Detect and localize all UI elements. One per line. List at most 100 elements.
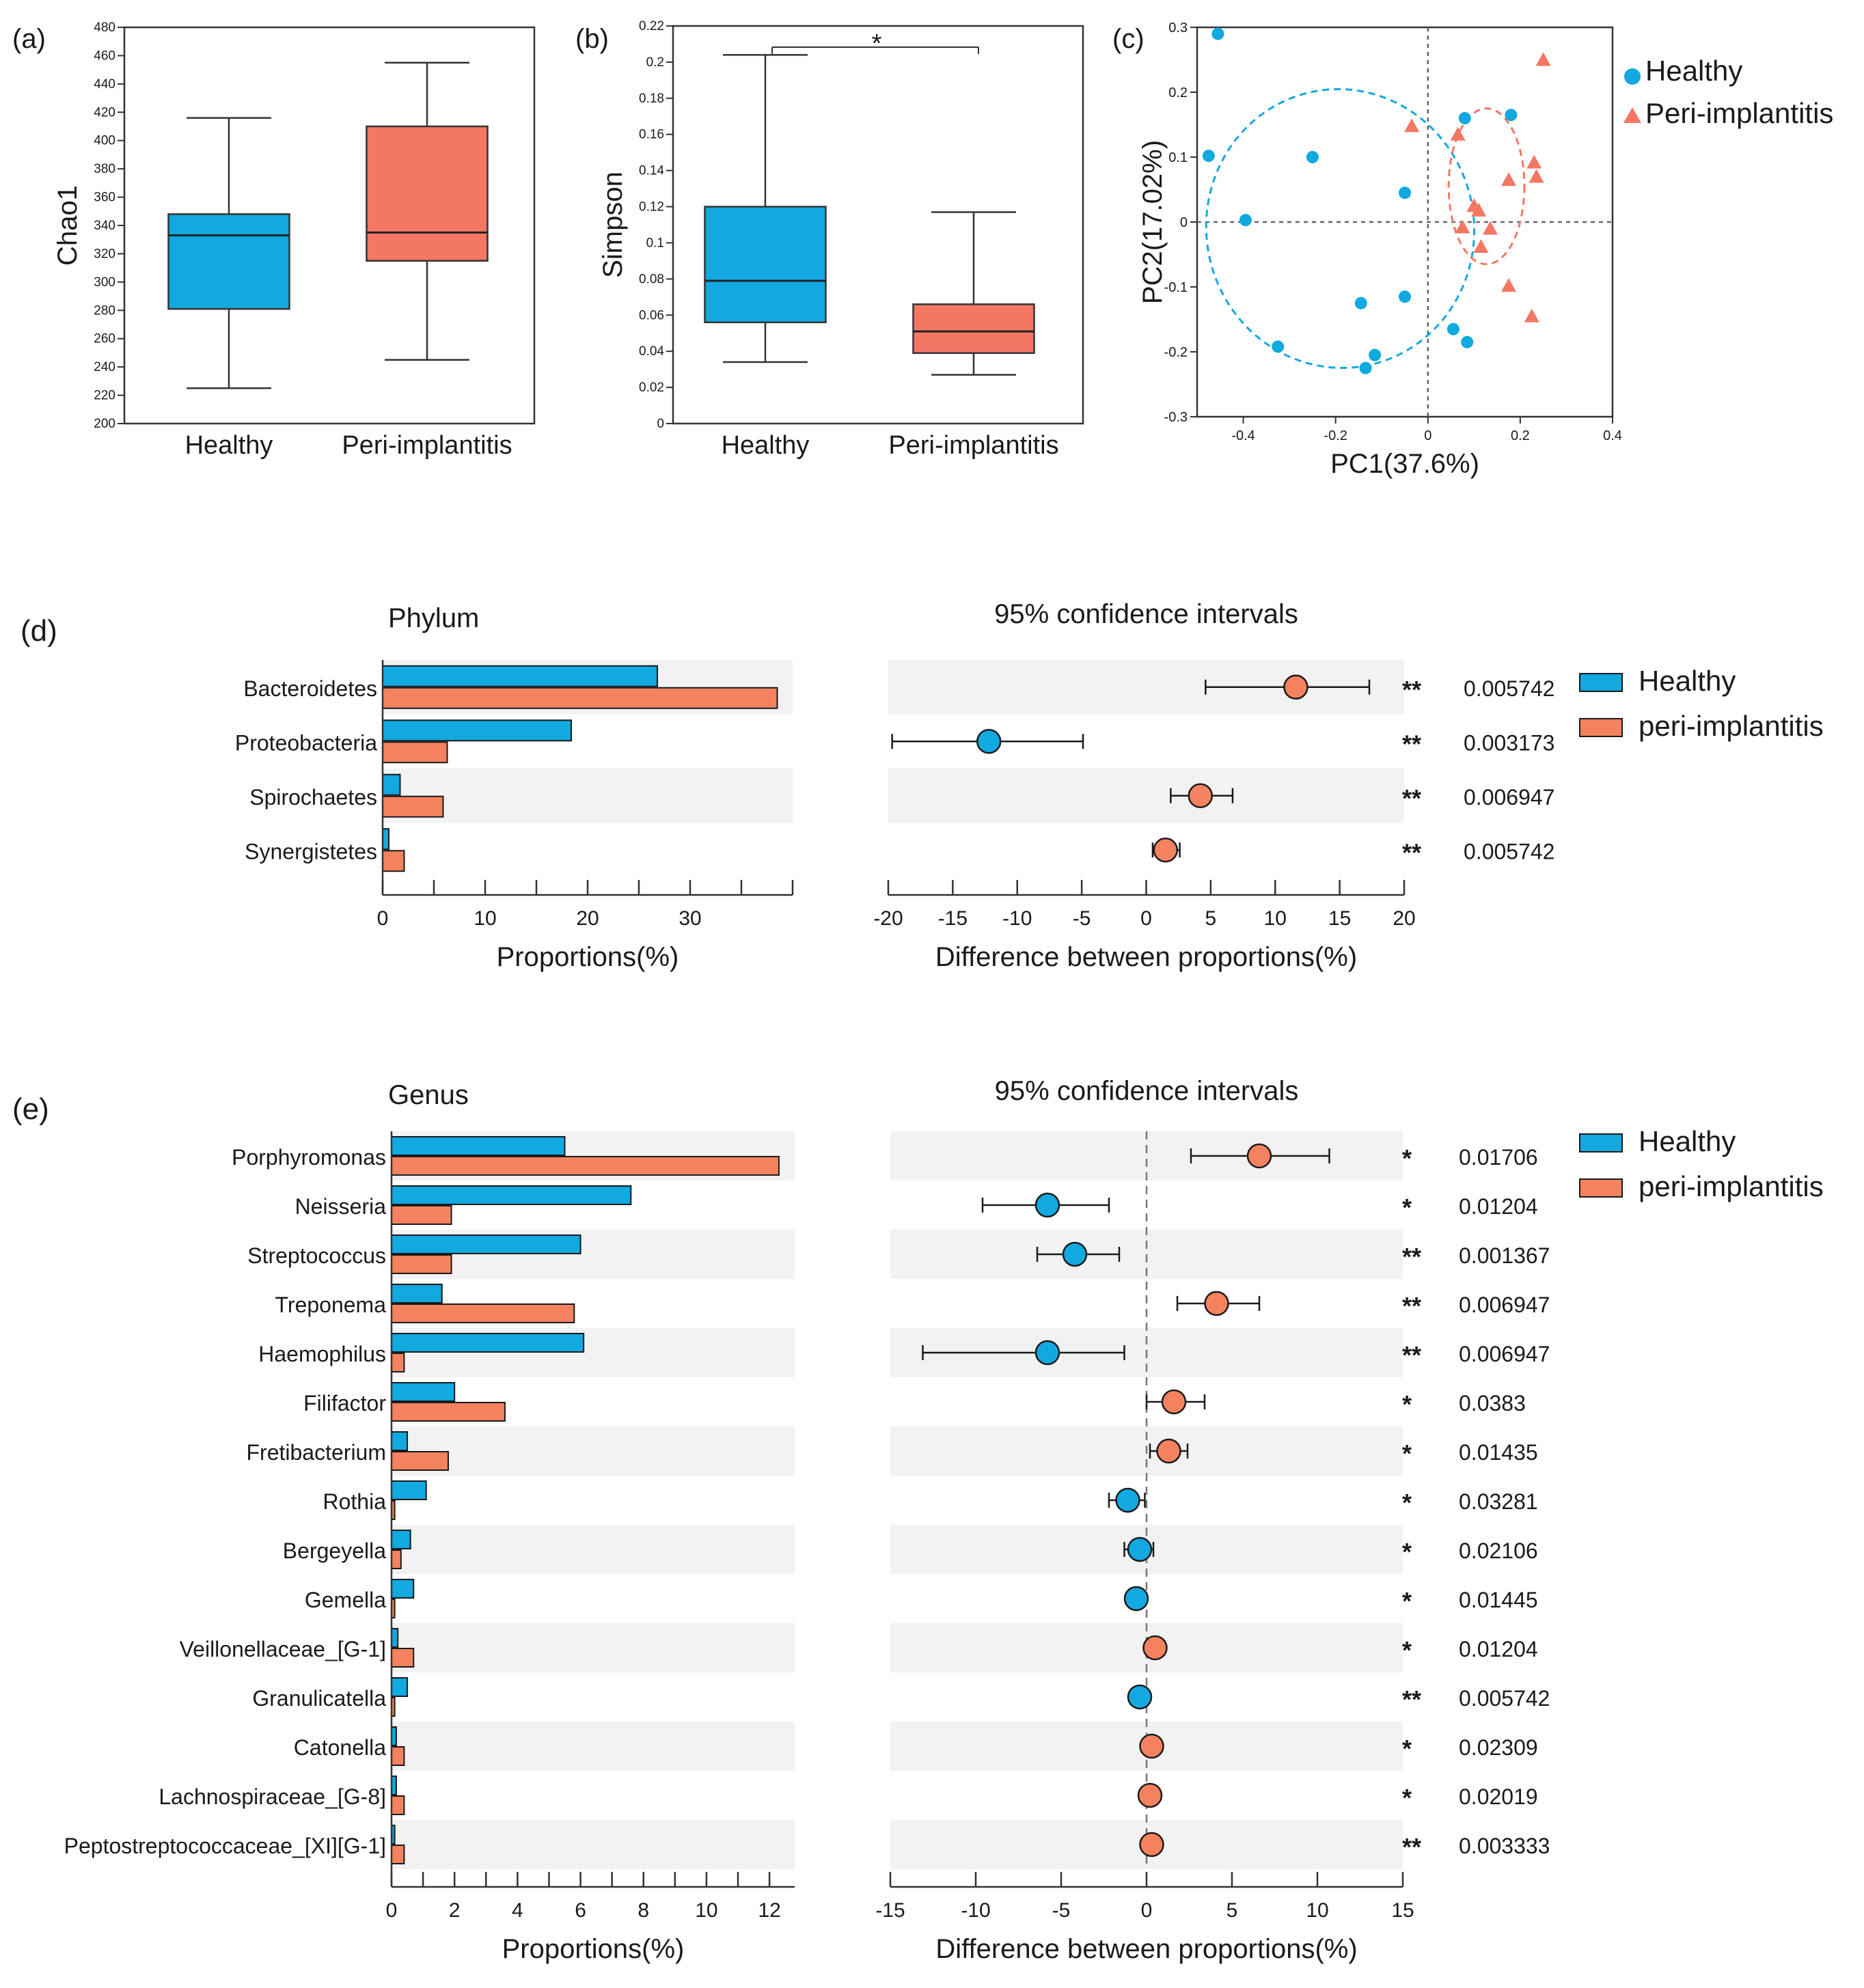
row-Synergistetes: Synergistetes ** 0.005742 <box>245 828 1554 872</box>
x-tick-label-right: -10 <box>1002 907 1032 930</box>
y-tick-label: 400 <box>94 134 115 148</box>
difference-point <box>1115 1487 1140 1513</box>
difference-point <box>1246 1143 1272 1169</box>
row-Peptostreptococcaceae_[XI][G-1]: Peptostreptococcaceae_[XI][G-1] ** 0.00333… <box>64 1825 1550 1864</box>
point-peri-implantitis <box>1471 202 1487 217</box>
row-Fretibacterium: Fretibacterium * 0.01435 <box>247 1431 1538 1471</box>
point-peri-implantitis <box>1529 169 1544 183</box>
bar-healthy <box>391 1185 632 1205</box>
significance-stars: * <box>1402 1587 1412 1615</box>
point-peri-implantitis <box>1501 172 1516 187</box>
x-category-label: Peri-implantitis <box>342 431 512 460</box>
y-tick-label: 0.06 <box>639 308 664 322</box>
y-tick-label: 280 <box>94 303 115 318</box>
row-Catonella: Catonella * 0.02309 <box>294 1726 1538 1766</box>
bar-healthy <box>391 1579 415 1599</box>
panel-label: (a) <box>12 24 46 54</box>
difference-point <box>1283 674 1308 700</box>
bar-healthy <box>391 1136 566 1156</box>
legend-swatch-peri-implantitis <box>1579 1178 1623 1198</box>
y-tick-label: 0.1 <box>1168 150 1188 165</box>
panel-label: (e) <box>12 1092 49 1126</box>
row-Proteobacteria: Proteobacteria ** 0.003173 <box>235 719 1554 764</box>
point-healthy <box>1399 290 1411 303</box>
y-tick-label: 0.2 <box>1168 85 1188 100</box>
x-tick-label-right: 15 <box>1328 907 1351 930</box>
y-tick-label: 260 <box>94 332 115 346</box>
bar-healthy <box>382 828 389 851</box>
row-Bacteroidetes: Bacteroidetes ** 0.005742 <box>243 665 1554 709</box>
legend-label-healthy: Healthy <box>1639 1125 1736 1157</box>
y-tick-label: 240 <box>94 360 115 374</box>
y-axis-label: Simpson <box>598 171 628 278</box>
point-peri-implantitis <box>1482 221 1498 235</box>
point-peri-implantitis <box>1524 308 1539 322</box>
x-axis-label-right: Difference between proportions(%) <box>935 1934 1357 1964</box>
bar-healthy <box>391 1480 427 1500</box>
y-tick-label: 220 <box>94 389 115 403</box>
x-axis-label-left: Proportions(%) <box>497 942 679 972</box>
point-healthy <box>1202 150 1215 163</box>
y-axis-label: Chao1 <box>53 185 83 266</box>
point-healthy <box>1272 340 1285 353</box>
box-iqr <box>366 125 489 262</box>
y-tick-label: 0.16 <box>639 128 664 142</box>
point-healthy <box>1458 112 1471 124</box>
p-value: 0.02309 <box>1459 1735 1538 1760</box>
point-healthy <box>1461 335 1474 348</box>
extended-error-bar-e: (e) Genus 95% confidence intervals Porphyro… <box>12 1076 1824 1964</box>
p-value: 0.006947 <box>1459 1293 1550 1317</box>
x-tick-label-right: -20 <box>873 907 903 930</box>
taxon-label: Bergeyella <box>283 1538 386 1563</box>
y-tick-label: -0.1 <box>1164 280 1188 295</box>
bar-healthy <box>391 1234 581 1254</box>
x-tick-label-left: 2 <box>449 1899 461 1922</box>
difference-point <box>1204 1290 1229 1316</box>
box-iqr <box>167 213 290 310</box>
point-healthy <box>1354 296 1367 309</box>
difference-point <box>1139 1733 1164 1759</box>
x-tick-label-right: -5 <box>1073 907 1091 930</box>
y-tick-label: 0.04 <box>639 344 664 359</box>
bar-peri-implantitis <box>391 1648 415 1668</box>
x-tick-label-right: 20 <box>1393 907 1415 930</box>
y-tick-label: 0.12 <box>639 200 664 215</box>
legend-marker-peri-implantitis <box>1623 107 1641 123</box>
bar-healthy <box>391 1628 399 1648</box>
point-healthy <box>1505 109 1518 122</box>
y-tick-label: 0.2 <box>646 55 664 70</box>
taxon-label: Fretibacterium <box>247 1440 387 1465</box>
taxon-label: Granulicatella <box>252 1686 386 1711</box>
y-axis-label: PC2(17.02%) <box>1138 140 1168 304</box>
significance-stars: * <box>1402 1390 1412 1418</box>
legend-swatch-peri-implantitis <box>1579 718 1623 737</box>
p-value: 0.0383 <box>1459 1391 1526 1416</box>
bar-healthy <box>391 1431 409 1451</box>
difference-point <box>1123 1586 1149 1612</box>
bar-peri-implantitis <box>391 1254 452 1274</box>
taxon-label: Synergistetes <box>245 839 377 864</box>
legend-marker-healthy <box>1624 68 1641 85</box>
taxon-label: Porphyromonas <box>232 1145 386 1170</box>
significance-stars: ** <box>1402 1292 1421 1320</box>
bar-healthy <box>391 1382 456 1402</box>
p-value: 0.005742 <box>1464 676 1554 701</box>
y-tick-label: 480 <box>94 20 115 35</box>
difference-point <box>1156 1438 1181 1464</box>
legend-label-peri-implantitis: Peri-implantitis <box>1645 97 1833 129</box>
taxon-label: Lachnospiraceae_[G-8] <box>159 1784 386 1809</box>
bar-healthy <box>391 1333 585 1353</box>
box-iqr <box>704 206 827 324</box>
difference-point <box>1034 1192 1060 1218</box>
difference-point <box>1127 1684 1153 1710</box>
x-tick-label-left: 10 <box>695 1899 717 1922</box>
y-tick-label: -0.2 <box>1164 345 1188 360</box>
legend-label-healthy: Healthy <box>1645 55 1742 87</box>
y-tick-label: 300 <box>94 275 115 290</box>
x-category-label: Healthy <box>185 431 273 460</box>
y-tick-label: 200 <box>94 417 115 431</box>
confidence-ellipse-Peri-implantitis <box>1447 107 1526 266</box>
significance-stars: ** <box>1402 676 1421 704</box>
panel-label: (b) <box>575 24 609 54</box>
